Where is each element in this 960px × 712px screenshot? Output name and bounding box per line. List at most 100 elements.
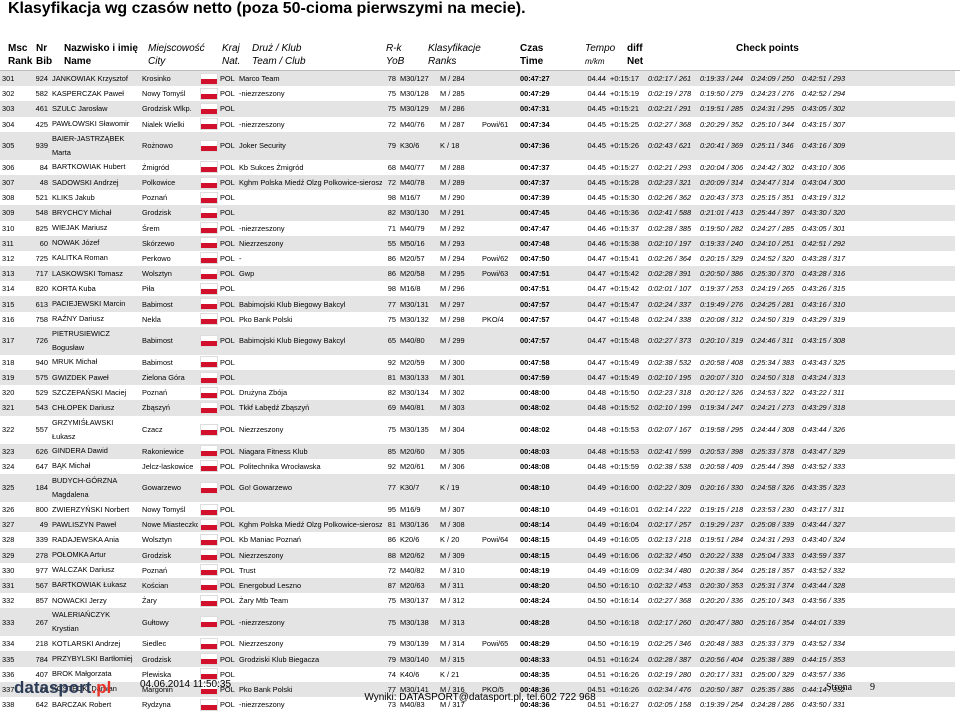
heading-pl: Klasyfikacje (428, 43, 481, 54)
extra-rank (480, 608, 518, 637)
name: BARCZAK Robert (52, 699, 112, 709)
diff: +0:15:17 (608, 71, 646, 87)
result-row: 338 642 BARCZAK Robert Rydzyna POL -niezrzesz… (0, 697, 955, 712)
flag-cell (198, 577, 218, 594)
flag (200, 298, 218, 311)
rank: 330 (2, 565, 15, 575)
diff: +0:15:27 (610, 162, 639, 172)
extra-rank (480, 86, 518, 101)
checkpoint: 0:43:24 / 313 (800, 370, 855, 386)
spacer (855, 459, 955, 474)
spacer (855, 251, 955, 266)
extra-rank (480, 547, 518, 563)
city: Perkowo (142, 253, 171, 263)
category-rank: M30/134 (400, 388, 429, 398)
nat: POL (218, 296, 237, 312)
flag (200, 87, 218, 100)
name: KOTLARSKI Andrzej (52, 638, 121, 648)
sex-rank: M / 289 (438, 174, 480, 191)
category-rank: M30/127 (398, 71, 438, 87)
checkpoint: 0:25:34 / 383 (751, 357, 795, 367)
spacer (855, 385, 955, 400)
spacer (855, 101, 955, 117)
time: 00:47:27 (518, 71, 568, 87)
rank: 310 (2, 223, 15, 233)
rank: 309 (0, 205, 30, 221)
bib: 642 (35, 700, 48, 710)
category-rank: M40/79 (400, 223, 425, 233)
checkpoint: 0:24:27 / 285 (751, 223, 795, 233)
team: Babimojski Klub Biegowy Bakcyl (237, 326, 382, 355)
checkpoint: 0:20:04 / 306 (700, 162, 744, 172)
yob: 98 (387, 193, 396, 203)
checkpoint: 0:19:39 / 254 (700, 700, 744, 710)
diff: +0:15:21 (608, 101, 646, 117)
column-heading: Nazwisko i imię Name (64, 42, 138, 68)
checkpoint: 0:44:01 / 339 (800, 608, 855, 637)
spacer (855, 296, 955, 312)
checkpoint: 0:43:15 / 307 (802, 119, 846, 129)
city: Plewiska (142, 669, 172, 679)
tempo: 04.45 (587, 193, 607, 203)
city: Jelcz-laskowice (142, 461, 194, 471)
checkpoint: 0:02:01 / 107 (648, 284, 692, 294)
nat: POL (218, 443, 237, 459)
sex-rank: M / 295 (438, 266, 480, 282)
sex-rank: M / 303 (438, 400, 480, 416)
tempo: 04.44 (587, 89, 607, 99)
checkpoint: 0:25:38 / 389 (749, 651, 800, 667)
tempo: 04.50 (568, 577, 608, 594)
yob: 81 (382, 517, 398, 533)
checkpoint: 0:43:16 / 309 (800, 131, 855, 160)
flag-cell (198, 190, 218, 205)
checkpoint: 0:20:58 / 408 (700, 357, 744, 367)
checkpoint: 0:24:21 / 273 (749, 400, 800, 416)
checkpoint: 0:24:53 / 322 (751, 388, 795, 398)
team: Niezrzeszony (237, 235, 382, 251)
flag (200, 518, 218, 531)
flag-cell (198, 681, 218, 697)
diff: +0:15:42 (610, 284, 639, 294)
flag (200, 481, 218, 494)
spacer (855, 205, 955, 221)
city: Rydzyna (142, 700, 171, 710)
rank: 327 (0, 517, 30, 533)
bib: 582 (35, 89, 48, 99)
spacer (855, 312, 955, 327)
city: Nialek Wielki (142, 119, 185, 129)
checkpoint: 0:24:50 / 318 (749, 370, 800, 386)
sex-rank: M / 310 (440, 565, 465, 575)
extra-rank (480, 190, 518, 205)
extra-rank (480, 416, 518, 444)
result-row: 335 784 PRZYBYLSKI Bartłomiej Grodzisk POL Gr… (0, 651, 955, 667)
team: Pko Bank Polski (237, 681, 382, 697)
tempo: 04.47 (587, 284, 607, 294)
sex-rank: M / 317 (440, 700, 465, 710)
team: Pko Bank Polski (239, 314, 293, 324)
checkpoint: 0:20:10 / 319 (698, 326, 749, 355)
checkpoint: 0:43:59 / 337 (800, 547, 855, 563)
checkpoint: 0:43:15 / 308 (800, 326, 855, 355)
extra-rank (480, 281, 518, 296)
city: Grodzisk (140, 651, 198, 667)
flag (200, 237, 218, 250)
rank: 307 (0, 174, 30, 191)
extra-rank (480, 355, 518, 370)
nat: POL (220, 162, 235, 172)
team: Babimojski Klub Biegowy Bakcyl (237, 296, 382, 312)
bib: 278 (30, 547, 50, 563)
sex-rank: K / 21 (440, 669, 460, 679)
nat: POL (218, 400, 237, 416)
category-rank: M40/82 (400, 565, 425, 575)
city: Nekla (142, 314, 161, 324)
time: 00:47:51 (518, 266, 568, 282)
category-rank: M50/16 (398, 235, 438, 251)
flag (200, 683, 218, 696)
checkpoint: 0:24:42 / 302 (751, 162, 795, 172)
checkpoint: 0:43:28 / 317 (802, 253, 846, 263)
spacer (855, 86, 955, 101)
name: POŁOMKA Artur (50, 547, 140, 563)
bib: 407 (35, 669, 48, 679)
flag-cell (198, 312, 218, 327)
category-rank: M30/128 (400, 89, 429, 99)
